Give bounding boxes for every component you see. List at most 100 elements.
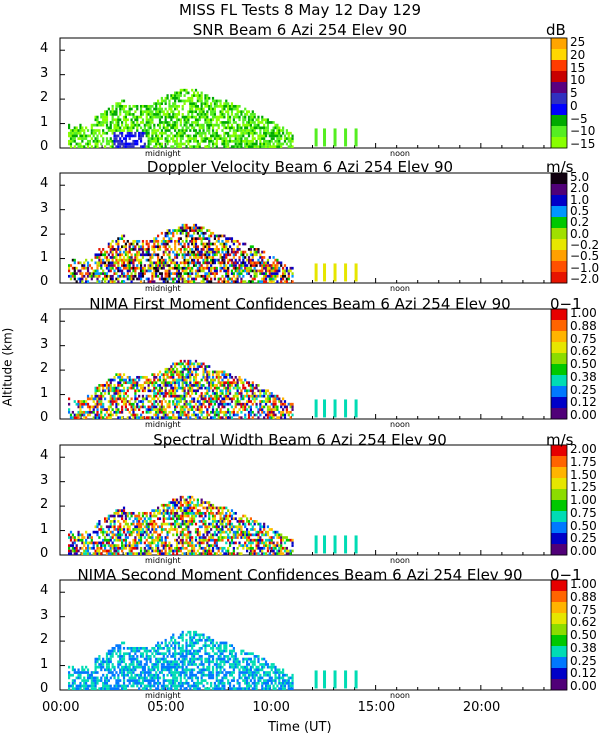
echo-cell-4 bbox=[185, 503, 188, 507]
echo-cell-1 bbox=[147, 110, 150, 114]
echo-cell-1 bbox=[174, 94, 177, 97]
echo-cell-2 bbox=[109, 245, 112, 249]
echo-cell-2 bbox=[206, 250, 209, 254]
echo-cell-3 bbox=[168, 370, 171, 374]
echo-cell-3 bbox=[153, 381, 156, 385]
echo-cell-3 bbox=[164, 386, 167, 390]
echo-cell-3 bbox=[136, 405, 139, 409]
echo-cell-4 bbox=[177, 506, 181, 510]
echo-cell-5 bbox=[105, 665, 109, 669]
echo-cell-3 bbox=[192, 381, 196, 385]
echo-cell-3 bbox=[206, 373, 209, 376]
echo-cell-2 bbox=[192, 250, 196, 254]
echo-cell-3 bbox=[272, 394, 275, 398]
echo-cell-5 bbox=[96, 660, 99, 664]
echo-cell-3 bbox=[219, 389, 222, 393]
echo-cell-4 bbox=[208, 511, 211, 515]
echo-cell-3 bbox=[270, 408, 273, 411]
echo-cell-2 bbox=[198, 264, 201, 267]
echo-cell-2 bbox=[145, 248, 148, 251]
echo-cell-3 bbox=[272, 397, 275, 401]
echo-cell-1 bbox=[177, 129, 181, 132]
echo-cell-1 bbox=[246, 129, 249, 132]
echo-cell-4 bbox=[196, 541, 199, 545]
echo-cell-3 bbox=[181, 397, 184, 401]
echo-cell-4 bbox=[160, 538, 163, 542]
echo-cell-2 bbox=[200, 239, 203, 243]
echo-cell-3 bbox=[153, 405, 156, 409]
echo-cell-4 bbox=[234, 536, 237, 539]
echo-cell-3 bbox=[130, 397, 133, 401]
echo-cell-3 bbox=[274, 402, 277, 406]
echo-cell-4 bbox=[130, 533, 133, 537]
echo-cell-4 bbox=[107, 525, 110, 529]
echo-cell-3 bbox=[130, 386, 133, 390]
echo-cell-3 bbox=[175, 410, 179, 414]
echo-cell-2 bbox=[251, 264, 254, 267]
echo-cell-2 bbox=[187, 226, 190, 230]
echo-cell-2 bbox=[113, 264, 116, 267]
echo-cell-4 bbox=[79, 538, 82, 542]
echo-cell-1 bbox=[192, 145, 196, 149]
echo-cell-3 bbox=[264, 413, 268, 417]
echo-cell-3 bbox=[194, 389, 198, 393]
echo-cell-4 bbox=[221, 549, 224, 553]
echo-cell-3 bbox=[192, 400, 196, 403]
echo-cell-3 bbox=[162, 392, 165, 395]
echo-cell-1 bbox=[191, 126, 194, 130]
echo-cell-4 bbox=[96, 530, 99, 534]
echo-cell-3 bbox=[234, 405, 237, 409]
echo-cell-4 bbox=[67, 552, 71, 556]
echo-cell-1 bbox=[192, 94, 196, 97]
echo-cell-2 bbox=[230, 272, 234, 275]
echo-cell-4 bbox=[122, 528, 126, 531]
echo-cell-4 bbox=[153, 522, 156, 526]
echo-cell-2 bbox=[183, 266, 186, 270]
echo-cell-2 bbox=[136, 256, 139, 259]
echo-cell-1 bbox=[208, 104, 211, 108]
echo-cell-3 bbox=[100, 400, 103, 403]
echo-cell-4 bbox=[181, 511, 184, 515]
echo-cell-3 bbox=[111, 394, 114, 398]
echo-cell-2 bbox=[157, 258, 160, 262]
echo-cell-4 bbox=[143, 552, 146, 556]
echo-cell-3 bbox=[211, 378, 215, 382]
echo-cell-2 bbox=[168, 277, 171, 281]
echo-cell-2 bbox=[130, 248, 133, 251]
echo-cell-2 bbox=[206, 248, 209, 251]
echo-cell-3 bbox=[194, 373, 198, 376]
echo-cell-4 bbox=[198, 514, 201, 518]
echo-cell-1 bbox=[234, 134, 237, 138]
echo-cell-1 bbox=[227, 107, 230, 111]
echo-cell-3 bbox=[198, 400, 201, 403]
echo-cell-2 bbox=[230, 261, 234, 265]
echo-cell-3 bbox=[79, 405, 82, 409]
echo-cell-2 bbox=[246, 264, 249, 267]
echo-cell-1 bbox=[187, 137, 190, 140]
echo-cell-1 bbox=[287, 139, 290, 143]
echo-cell-1 bbox=[246, 110, 249, 114]
echo-cell-1 bbox=[264, 126, 268, 130]
echo-cell-3 bbox=[157, 389, 160, 393]
echo-cell-1 bbox=[94, 139, 97, 143]
echo-cell-3 bbox=[132, 386, 135, 390]
echo-cell-3 bbox=[183, 365, 186, 368]
echo-cell-4 bbox=[86, 536, 90, 539]
echo-cell-4 bbox=[147, 536, 150, 539]
echo-cell-2 bbox=[77, 269, 80, 273]
echo-cell-2 bbox=[206, 264, 209, 267]
echo-cell-4 bbox=[280, 541, 283, 545]
echo-cell-2 bbox=[90, 274, 93, 278]
echo-cell-2 bbox=[166, 248, 169, 251]
echo-cell-2 bbox=[174, 261, 177, 265]
echo-cell-1 bbox=[128, 142, 131, 146]
echo-cell-2 bbox=[198, 274, 201, 278]
echo-cell-1 bbox=[206, 104, 209, 108]
echo-cell-3 bbox=[232, 408, 235, 411]
echo-cell-3 bbox=[264, 397, 268, 401]
echo-cell-1 bbox=[105, 139, 109, 143]
echo-cell-1 bbox=[206, 129, 209, 132]
echo-cell-4 bbox=[200, 503, 203, 507]
echo-cell-1 bbox=[211, 123, 215, 127]
echo-cell-1 bbox=[179, 139, 182, 143]
